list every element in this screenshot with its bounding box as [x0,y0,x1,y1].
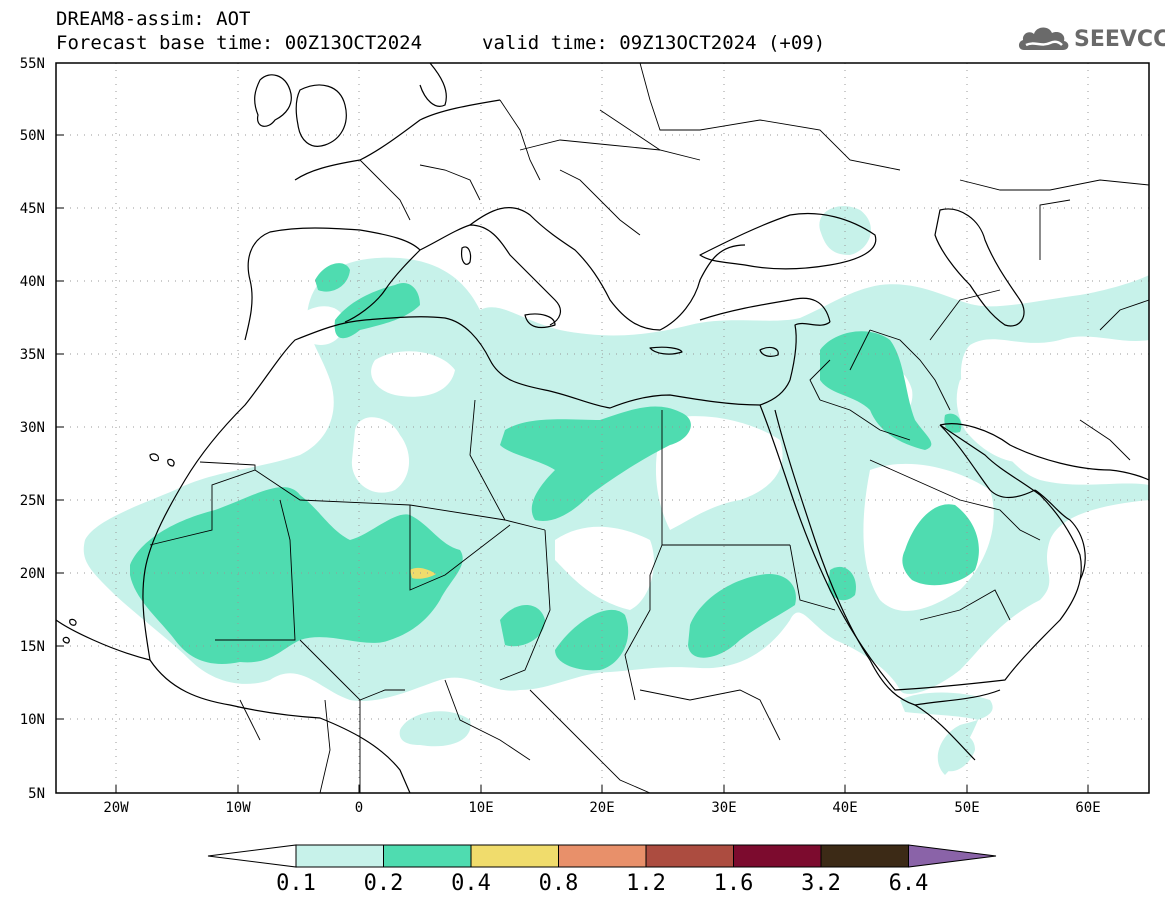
cloud-icon [1018,27,1069,50]
lon-label: 20E [589,800,614,816]
colorbar-cell [645,844,734,868]
lat-label: 25N [20,493,45,509]
colorbar-label: 0.2 [363,871,404,896]
lat-lon-gridlines [56,63,1149,793]
colorbar-label: 1.2 [626,871,666,896]
lon-label: 20W [103,800,129,816]
colorbar-cell [295,844,384,868]
lat-label: 55N [20,56,45,72]
colorbar-cell [383,844,472,868]
lon-label: 10E [468,800,493,816]
colorbar-label: 0.8 [538,871,579,896]
lat-label: 30N [20,420,45,436]
colorbar [207,844,997,868]
lat-label: 10N [20,712,45,728]
aot-level-0-2 [130,263,979,671]
colorbar-cell [733,844,822,868]
colorbar-left-arrow [207,844,297,868]
valid-time: valid time: 09Z13OCT2024 (+09) [482,32,826,54]
coastlines [56,63,1149,793]
lat-label: 40N [20,274,45,290]
lat-label: 20N [20,566,45,582]
colorbar-label: 0.4 [451,871,491,896]
lat-label: 5N [28,786,45,802]
aot-field [56,63,1149,793]
colorbar-cell [470,844,559,868]
lon-label: 60E [1075,800,1100,816]
longitude-labels: 20W 10W 0 10E 20E 30E 40E 50E 60E [103,800,1100,816]
colorbar-right-arrow [908,844,997,868]
colorbar-label: 1.6 [713,871,754,896]
lon-label: 50E [954,800,979,816]
seevccc-logo: SEEVCCC [1016,22,1165,56]
lon-label: 40E [832,800,857,816]
colorbar-cell [820,844,909,868]
colorbar-label: 3.2 [801,871,841,896]
colorbar-cell [558,844,647,868]
lat-label: 35N [20,347,45,363]
aot-level-0-4 [410,567,436,579]
country-borders [149,63,1149,793]
forecast-base-time: Forecast base time: 00Z13OCT2024 [56,32,423,54]
lon-label: 30E [711,800,736,816]
lon-label: 0 [355,800,363,816]
lat-label: 15N [20,639,45,655]
logo-text: SEEVCCC [1074,26,1165,52]
lat-label: 45N [20,201,45,217]
lat-label: 50N [20,128,45,144]
lon-label: 10W [225,800,251,816]
colorbar-label: 6.4 [888,871,929,896]
latitude-labels: 55N 50N 45N 40N 35N 30N 25N 20N 15N 10N … [20,56,45,802]
map-title: DREAM8-assim: AOT [56,8,251,30]
axis-ticks [56,62,1089,793]
colorbar-label: 0.1 [276,871,316,896]
